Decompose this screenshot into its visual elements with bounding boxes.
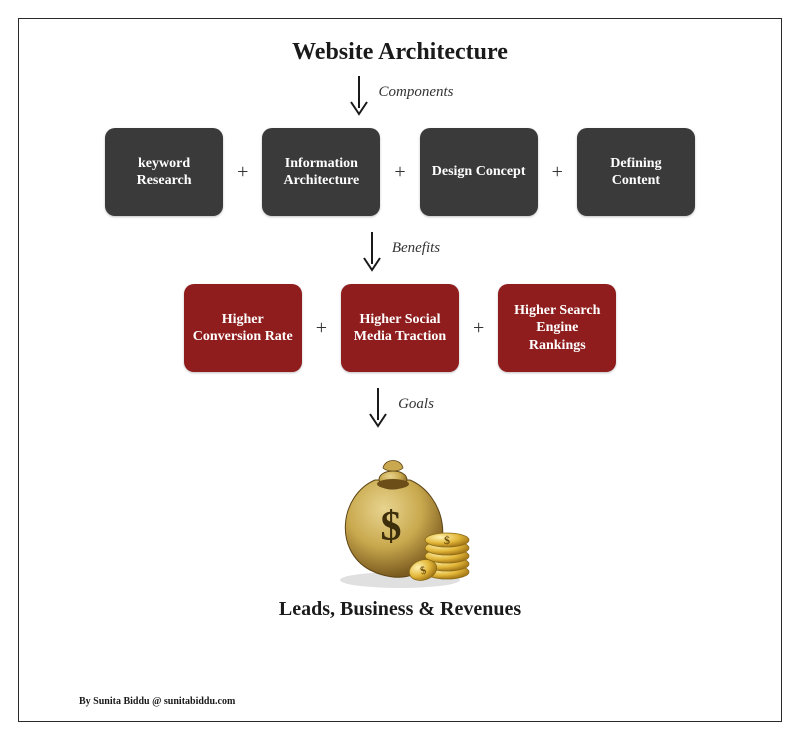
benefits-row: Higher Conversion Rate + Higher Social Med… [49, 284, 751, 372]
svg-text:$: $ [444, 533, 450, 547]
plus-separator: + [548, 161, 567, 184]
arrow-down-icon [347, 74, 371, 118]
benefit-box: Higher Conversion Rate [184, 284, 302, 372]
arrow-label-goals: Goals [398, 396, 434, 413]
plus-separator: + [233, 161, 252, 184]
diagram-title: Website Architecture [49, 39, 751, 66]
arrow-label-components: Components [379, 84, 454, 101]
arrow-goals: Goals [49, 386, 751, 430]
component-box: Design Concept [420, 128, 538, 216]
component-box: Defining Content [577, 128, 695, 216]
plus-separator: + [469, 317, 488, 340]
benefit-box: Higher Social Media Traction [341, 284, 459, 372]
diagram-frame: Website Architecture Components keyword … [18, 18, 782, 722]
arrow-benefits: Benefits [49, 230, 751, 274]
component-box: keyword Research [105, 128, 223, 216]
goal-text: Leads, Business & Revenues [49, 598, 751, 621]
arrow-down-icon [360, 230, 384, 274]
goal-icon-wrap: $ $ $ [49, 440, 751, 590]
arrow-down-icon [366, 386, 390, 430]
arrow-components: Components [49, 74, 751, 118]
component-box: Information Architecture [262, 128, 380, 216]
money-bag-coins-icon: $ $ $ [315, 440, 485, 590]
benefit-box: Higher Search Engine Rankings [498, 284, 616, 372]
credit-line: By Sunita Biddu @ sunitabiddu.com [79, 696, 235, 707]
plus-separator: + [390, 161, 409, 184]
svg-text:$: $ [381, 504, 402, 550]
components-row: keyword Research + Information Architectur… [49, 128, 751, 216]
plus-separator: + [312, 317, 331, 340]
arrow-label-benefits: Benefits [392, 240, 440, 257]
